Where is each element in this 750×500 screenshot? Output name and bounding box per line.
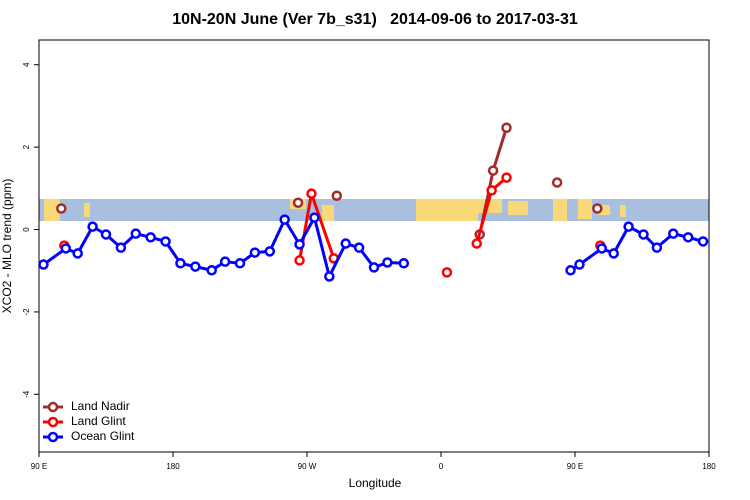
data-point (115, 242, 127, 253)
y-tick-label: 0 (22, 227, 31, 232)
land (416, 199, 478, 221)
chart-title: 10N-20N June (Ver 7b_s31) 2014-09-06 to … (172, 11, 578, 28)
data-point (682, 232, 694, 243)
data-point (651, 242, 663, 253)
data-point (382, 257, 393, 268)
x-tick-label: 90 E (567, 462, 583, 471)
data-point (190, 261, 201, 272)
data-point (38, 259, 49, 270)
land (508, 201, 528, 215)
data-point (206, 265, 217, 276)
data-point (340, 238, 351, 249)
ocean-band (39, 199, 709, 221)
data-point (471, 238, 482, 249)
x-tick-label: 0 (439, 462, 444, 471)
data-point (596, 243, 608, 254)
data-point (100, 229, 112, 240)
data-point (441, 267, 453, 278)
data-point (574, 259, 585, 270)
land-mask (39, 199, 709, 221)
land (578, 199, 592, 219)
data-point (501, 122, 512, 134)
legend-label: Land Nadir (71, 399, 130, 413)
x-axis-label: Longitude (349, 476, 402, 490)
land (44, 199, 60, 221)
data-point (56, 203, 67, 214)
data-point (294, 255, 305, 266)
land (553, 199, 567, 221)
data-point (130, 228, 142, 239)
data-point (60, 243, 72, 254)
legend-label: Ocean Glint (71, 429, 135, 443)
data-point (368, 262, 380, 273)
x-tick-label: 90 E (31, 462, 47, 471)
data-point (623, 221, 634, 232)
data-point (331, 190, 343, 201)
data-point (565, 265, 576, 276)
legend-marker (47, 401, 59, 413)
data-point (309, 212, 320, 223)
data-point (294, 239, 305, 250)
data-point (638, 229, 649, 240)
data-point (486, 185, 497, 196)
data-point (234, 258, 246, 269)
data-point (353, 242, 365, 253)
legend-marker (47, 416, 59, 428)
data-point (608, 248, 619, 259)
land (620, 205, 626, 217)
data-point (551, 177, 563, 188)
land (598, 205, 610, 215)
data-point (264, 246, 276, 257)
y-tick-label: -2 (22, 308, 31, 316)
data-point (306, 188, 317, 199)
data-point (175, 258, 186, 269)
legend-label: Land Glint (71, 414, 126, 428)
plot-frame (38, 39, 710, 453)
data-point (487, 165, 499, 176)
land (322, 205, 334, 221)
data-point (668, 228, 679, 239)
data-point (249, 247, 261, 258)
data-point (398, 258, 410, 269)
data-point (324, 271, 335, 282)
land (84, 203, 90, 217)
data-point (145, 232, 156, 243)
legend-marker (47, 431, 59, 443)
data-point (160, 236, 171, 247)
y-tick-label: 4 (22, 62, 31, 67)
data-point (292, 197, 304, 208)
data-point (501, 172, 512, 183)
data-point (219, 256, 231, 267)
data-point (697, 236, 709, 247)
x-tick-label: 180 (166, 462, 180, 471)
data-point (279, 214, 290, 225)
y-tick-label: -4 (22, 390, 31, 398)
x-tick-label: 180 (702, 462, 716, 471)
y-axis-label: XCO2 - MLO trend (ppm) (0, 179, 14, 314)
data-point (592, 203, 603, 214)
data-point (87, 221, 98, 232)
data-point (72, 248, 83, 259)
y-tick-label: 2 (22, 144, 31, 149)
series-line (569, 224, 704, 272)
x-tick-label: 90 W (298, 462, 317, 471)
